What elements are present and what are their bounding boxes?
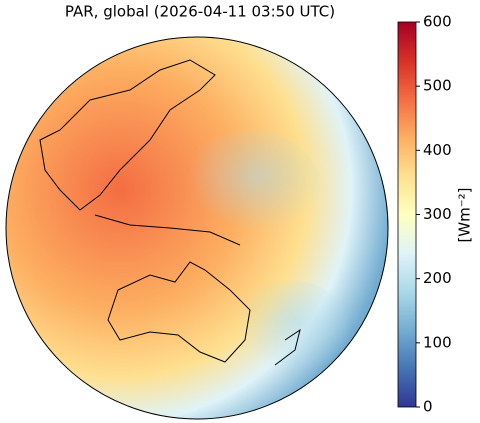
colorbar (397, 21, 417, 408)
colorbar-tick-label: 300 (423, 205, 452, 223)
coastline-islands (94, 214, 241, 246)
cloud-band (230, 280, 350, 380)
coastline-nz (274, 328, 301, 366)
colorbar-tick-label: 0 (423, 398, 433, 416)
coastline-asia (39, 59, 216, 211)
colorbar-tick-label: 400 (423, 141, 452, 159)
colorbar-tick-label: 500 (423, 77, 452, 95)
cloud-band (180, 130, 320, 240)
colorbar-tick-label: 100 (423, 333, 452, 351)
colorbar-tick-label: 600 (423, 13, 452, 31)
map-title: PAR, global (2026-04-11 03:50 UTC) (65, 3, 335, 21)
colorbar-label: [Wm⁻²] (456, 187, 474, 242)
globe (6, 37, 388, 419)
colorbar-tick-label: 200 (423, 269, 452, 287)
par-field (6, 37, 388, 419)
coastline-australia (107, 261, 251, 363)
globe-outline (5, 36, 389, 420)
